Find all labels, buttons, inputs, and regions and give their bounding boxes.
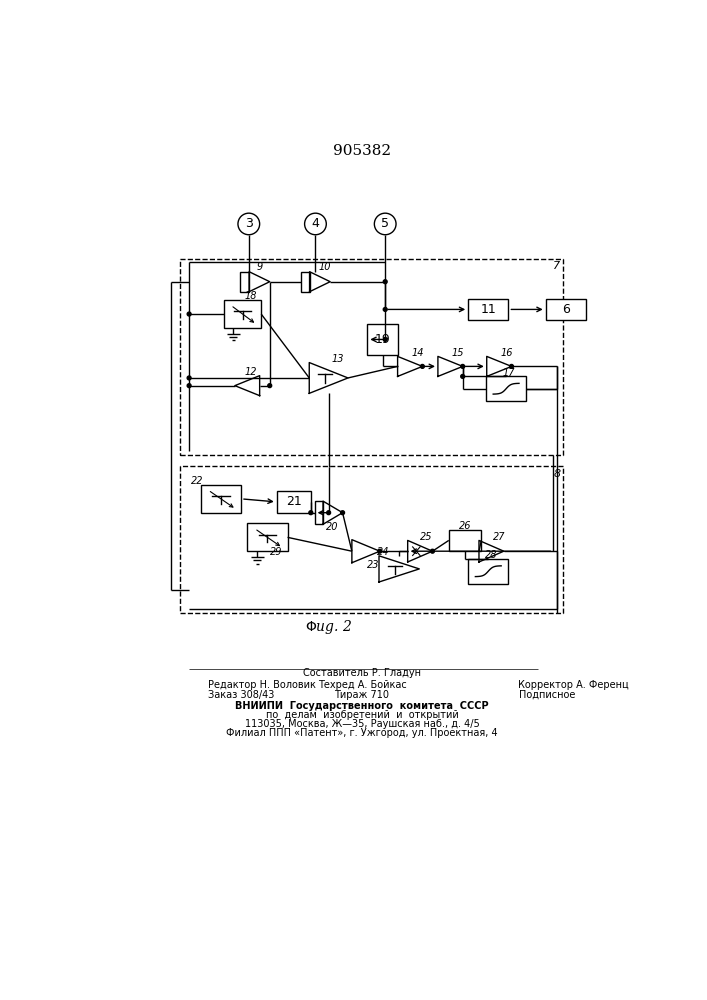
Text: Заказ 308/43: Заказ 308/43 [209,690,275,700]
Text: Редактор Н. Воловик: Редактор Н. Воловик [209,680,316,690]
Text: 13: 13 [332,354,344,364]
Text: 21: 21 [286,495,302,508]
Bar [180,259,563,455]
Bar [300,272,310,292]
Text: 19: 19 [375,333,391,346]
Text: 4: 4 [312,217,320,230]
Circle shape [431,549,434,553]
Text: 29: 29 [270,547,282,557]
Text: 22: 22 [192,476,204,486]
Circle shape [187,312,191,316]
Circle shape [461,374,464,378]
Text: Составитель Р. Гладун: Составитель Р. Гладун [303,668,421,678]
Text: Техред А. Бойкас: Техред А. Бойкас [317,680,407,690]
Text: 9: 9 [257,262,263,272]
Text: 8: 8 [553,469,561,479]
Text: $\Phi$ug. 2: $\Phi$ug. 2 [305,618,352,636]
Text: 113035, Москва, Ж—35, Раушская наб., д. 4/5: 113035, Москва, Ж—35, Раушская наб., д. … [245,719,479,729]
Bar [486,376,526,401]
Circle shape [383,307,387,311]
Text: по  делам  изобретений  и  открытий: по делам изобретений и открытий [266,710,458,720]
Circle shape [421,364,424,368]
Text: Филиал ППП «Патент», г. Ужгород, ул. Проектная, 4: Филиал ППП «Патент», г. Ужгород, ул. Про… [226,728,498,738]
Circle shape [510,364,513,368]
Bar [224,300,261,328]
Text: 11: 11 [480,303,496,316]
Text: 28: 28 [485,550,498,560]
Circle shape [327,511,331,515]
Text: Тираж 710: Тираж 710 [334,690,390,700]
Bar [201,485,241,513]
Circle shape [383,280,387,284]
Circle shape [461,364,464,368]
Bar [546,299,586,320]
Text: ВНИИПИ  Государственного  комитета  СССР: ВНИИПИ Государственного комитета СССР [235,701,489,711]
Circle shape [341,511,344,515]
Text: 16: 16 [501,348,513,358]
Bar [276,491,311,513]
Circle shape [268,384,271,388]
Text: 6: 6 [562,303,570,316]
Circle shape [378,549,382,553]
Text: 10: 10 [319,262,331,272]
Text: 3: 3 [245,217,252,230]
Text: 12: 12 [244,367,257,377]
Circle shape [383,338,387,341]
Text: 17: 17 [503,368,515,378]
Bar [468,559,508,584]
Text: 24: 24 [378,547,390,557]
Text: 20: 20 [325,522,338,532]
Circle shape [187,376,191,380]
Text: Подписное: Подписное [518,690,575,700]
Bar [240,272,249,292]
Text: 7: 7 [553,261,561,271]
Bar [315,501,323,524]
Text: 18: 18 [244,291,257,301]
Text: 26: 26 [459,521,472,531]
Text: 25: 25 [420,532,433,542]
Text: 23: 23 [368,560,380,570]
Bar [368,324,398,355]
Circle shape [309,511,312,515]
Text: 27: 27 [493,532,506,542]
Bar [449,530,481,551]
Text: Корректор А. Ференц: Корректор А. Ференц [518,680,629,690]
Text: 5: 5 [381,217,389,230]
Text: 14: 14 [411,348,424,358]
Bar [247,523,288,551]
Text: 15: 15 [452,348,464,358]
Circle shape [187,384,191,388]
Bar [180,466,563,613]
Bar [468,299,508,320]
Text: 905382: 905382 [333,144,391,158]
